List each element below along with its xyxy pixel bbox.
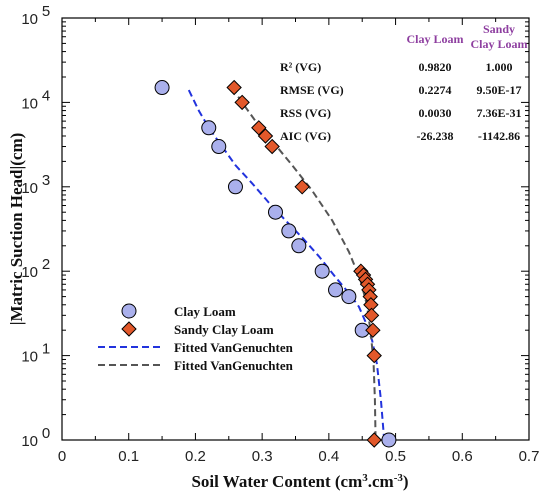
y-tick-label-exponent: 0 xyxy=(42,425,50,442)
data-point-sandy-clay-loam xyxy=(363,307,380,324)
stats-row-label: RSS (VG) xyxy=(280,106,331,120)
data-point-clay-loam xyxy=(314,263,330,279)
x-tick-label: 0.3 xyxy=(252,448,273,465)
y-tick-label-base: 10 xyxy=(21,433,38,450)
data-point-clay-loam xyxy=(154,80,170,96)
data-point-sandy-clay-loam xyxy=(366,347,382,364)
stats-row-v1: -26.238 xyxy=(417,129,454,143)
data-point-clay-loam xyxy=(328,282,344,298)
stats-col2-header-line2: Clay Loam xyxy=(471,37,528,51)
x-axis-title-end: ) xyxy=(403,472,409,491)
stats-row-v2: 1.000 xyxy=(486,60,513,74)
x-tick-label: 0.2 xyxy=(185,448,206,465)
stats-row-v1: 0.0030 xyxy=(419,106,452,120)
data-point-sandy-clay-loam xyxy=(226,79,242,96)
x-axis-title-sup1: 3 xyxy=(362,472,368,484)
data-point-sandy-clay-loam xyxy=(294,179,310,195)
y-tick-label-exponent: 5 xyxy=(42,3,50,20)
x-tick-label: 0.7 xyxy=(519,448,540,465)
y-tick-label: 10 xyxy=(21,95,38,112)
stats-row-v2: -1142.86 xyxy=(478,129,520,143)
data-point-sandy-clay-loam xyxy=(251,120,267,136)
legend-label: Fitted VanGenuchten xyxy=(174,358,294,373)
stats-row-v1: 0.2274 xyxy=(419,83,452,97)
legend-marker-circle xyxy=(121,303,137,319)
data-point-sandy-clay-loam xyxy=(365,322,381,338)
x-tick-label: 0.1 xyxy=(118,448,139,465)
x-tick-label: 0.5 xyxy=(385,448,406,465)
data-point-clay-loam xyxy=(381,432,397,448)
y-axis-title: |Matric Suction Head|(cm) xyxy=(7,133,26,326)
legend: Clay Loam Sandy Clay Loam Fitted VanGenu… xyxy=(98,303,294,373)
data-point-sandy-clay-loam xyxy=(366,432,382,448)
y-tick-label-exponent: 3 xyxy=(42,172,50,189)
x-axis-title-main: Soil Water Content (cm xyxy=(191,472,362,491)
y-tick-label: 10 xyxy=(21,433,38,450)
y-tick-label-base: 10 xyxy=(21,349,38,366)
stats-row-label: RMSE (VG) xyxy=(280,83,344,97)
data-point-clay-loam xyxy=(211,139,227,155)
stats-row-label: R² (VG) xyxy=(280,60,321,74)
data-point-sandy-clay-loam xyxy=(264,138,280,155)
x-axis-title: Soil Water Content (cm3.cm-3) xyxy=(191,472,408,491)
x-tick-label: 0.4 xyxy=(318,448,339,465)
y-tick-label-base: 10 xyxy=(21,180,38,197)
x-tick-label: 0.6 xyxy=(452,448,473,465)
data-point-clay-loam xyxy=(291,238,307,254)
stats-row-v2: 7.36E-31 xyxy=(477,106,522,120)
y-tick-label-base: 10 xyxy=(21,264,38,281)
x-axis-title-sup2: -3 xyxy=(394,472,404,484)
stats-row-v2: 9.50E-17 xyxy=(477,83,522,97)
data-point-clay-loam xyxy=(267,204,283,220)
data-point-clay-loam xyxy=(281,223,297,239)
stats-row-label: AIC (VG) xyxy=(280,129,331,143)
legend-label: Sandy Clay Loam xyxy=(174,322,274,337)
y-tick-label: 10 xyxy=(21,264,38,281)
y-tick-label-base: 10 xyxy=(21,11,38,28)
stats-col2-header-line1: Sandy xyxy=(483,22,515,36)
data-point-sandy-clay-loam xyxy=(257,128,274,144)
stats-col1-header: Clay Loam xyxy=(407,32,464,46)
legend-label: Clay Loam xyxy=(174,304,236,319)
y-tick-label: 10 xyxy=(21,349,38,366)
x-axis-title-mid: .cm xyxy=(368,472,394,491)
legend-marker-diamond xyxy=(121,321,137,337)
y-tick-label-exponent: 2 xyxy=(42,256,50,273)
data-point-clay-loam xyxy=(201,120,217,136)
stats-row-v1: 0.9820 xyxy=(419,60,452,74)
data-point-clay-loam xyxy=(341,289,357,305)
stats-table: Clay Loam Sandy Clay Loam R² (VG) 0.9820… xyxy=(280,22,528,143)
data-point-clay-loam xyxy=(227,179,243,195)
data-point-sandy-clay-loam xyxy=(234,94,250,111)
series-layer xyxy=(154,79,397,448)
y-tick-label: 10 xyxy=(21,11,38,28)
y-tick-label: 10 xyxy=(21,180,38,197)
x-tick-label: 0 xyxy=(58,448,66,465)
y-tick-label-exponent: 4 xyxy=(42,87,50,104)
legend-label: Fitted VanGenuchten xyxy=(174,340,294,355)
y-tick-label-base: 10 xyxy=(21,95,38,112)
y-tick-label-exponent: 1 xyxy=(42,341,50,358)
